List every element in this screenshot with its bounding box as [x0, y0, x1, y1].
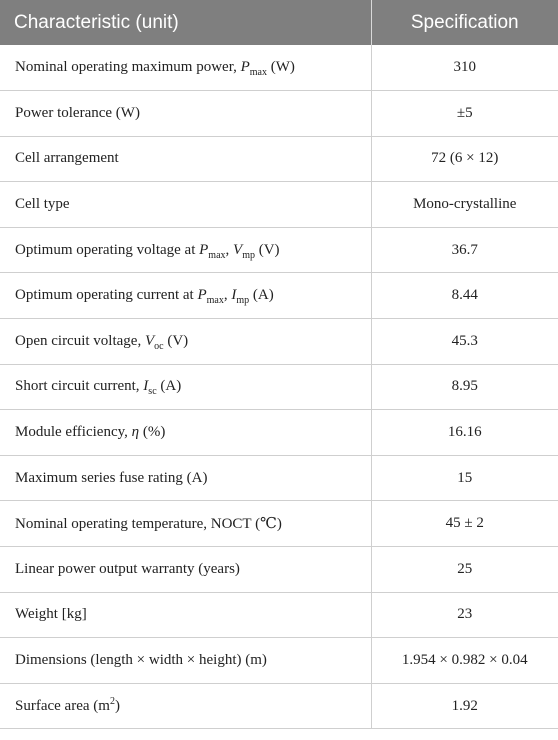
symbol: P [197, 287, 207, 304]
characteristic-cell: Surface area (m2) [0, 683, 372, 730]
characteristic-cell: Weight [kg] [0, 592, 372, 639]
symbol: P [199, 241, 209, 258]
unit-text: ) [114, 697, 120, 714]
specification-cell: 16.16 [371, 409, 558, 456]
symbol: V [144, 332, 155, 349]
superscript: 2 [109, 695, 115, 707]
unit-text: (%) [139, 424, 166, 441]
specification-cell: 8.44 [371, 272, 558, 320]
specification-cell: 1.954 × 0.982 × 0.04 [371, 637, 558, 684]
table-row: Open circuit voltage, Voc (V) 45.3 [0, 318, 558, 365]
specification-cell: 72 (6 × 12) [371, 136, 558, 183]
characteristic-cell: Maximum series fuse rating (A) [0, 455, 372, 502]
characteristic-text: Short circuit current, [15, 378, 144, 395]
table-row: Module efficiency, η (%) 16.16 [0, 409, 558, 456]
specification-cell: 310 [371, 45, 558, 92]
characteristic-text: Module efficiency, [15, 424, 132, 441]
unit-text: (A) [249, 287, 274, 304]
characteristic-cell: Module efficiency, η (%) [0, 409, 372, 456]
unit-text: (W) [267, 59, 295, 76]
specification-cell: 25 [371, 546, 558, 593]
characteristic-cell: Power tolerance (W) [0, 90, 372, 137]
symbol: P [240, 59, 250, 76]
header-specification: Specification [371, 0, 558, 45]
subscript: mp [242, 249, 255, 261]
characteristic-cell: Optimum operating voltage at Pmax, Vmp (… [0, 227, 372, 274]
subscript: max [208, 249, 226, 261]
table-row: Dimensions (length × width × height) (m)… [0, 637, 558, 684]
specification-cell: 45 ± 2 [371, 500, 558, 548]
separator-text: , [223, 287, 232, 304]
specification-cell: 15 [371, 455, 558, 502]
characteristic-text: Open circuit voltage, [15, 332, 145, 349]
characteristic-cell: Cell arrangement [0, 136, 372, 183]
characteristic-text: Optimum operating voltage at [15, 241, 200, 258]
specification-cell: 1.92 [371, 683, 558, 730]
characteristic-cell: Short circuit current, Isc (A) [0, 364, 372, 411]
table-row: Linear power output warranty (years) 25 [0, 546, 558, 593]
table-row: Short circuit current, Isc (A) 8.95 [0, 364, 558, 411]
specification-cell: Mono-crystalline [371, 181, 558, 228]
table-row: Maximum series fuse rating (A) 15 [0, 455, 558, 502]
characteristic-cell: Dimensions (length × width × height) (m) [0, 637, 372, 684]
unit-text: (A) [156, 378, 182, 395]
table-row: Weight [kg] 23 [0, 592, 558, 639]
table-header-row: Characteristic (unit) Specification [0, 0, 558, 45]
characteristic-cell: Nominal operating maximum power, Pmax (W… [0, 45, 372, 92]
symbol: I [231, 287, 237, 304]
characteristic-cell: Optimum operating current at Pmax, Imp (… [0, 272, 372, 320]
symbol: V [233, 241, 243, 258]
table-row: Optimum operating current at Pmax, Imp (… [0, 272, 558, 320]
table-row: Cell type Mono-crystalline [0, 181, 558, 228]
characteristic-text: Surface area (m [15, 697, 110, 714]
table-row: Nominal operating maximum power, Pmax (W… [0, 45, 558, 92]
specification-cell: ±5 [371, 90, 558, 137]
table-row: Power tolerance (W) ±5 [0, 90, 558, 137]
symbol: η [131, 424, 140, 441]
characteristic-cell: Nominal operating temperature, NOCT (℃) [0, 500, 372, 548]
table-row: Cell arrangement 72 (6 × 12) [0, 136, 558, 183]
subscript: mp [236, 295, 250, 307]
unit-text: (V) [163, 332, 189, 349]
table-row: Surface area (m2) 1.92 [0, 683, 558, 730]
subscript: max [249, 67, 267, 79]
unit-text: (V) [254, 241, 280, 258]
characteristic-text: Optimum operating current at [15, 287, 198, 304]
separator-text: , [225, 241, 234, 258]
characteristic-cell: Linear power output warranty (years) [0, 546, 372, 593]
characteristic-cell: Cell type [0, 181, 372, 228]
specification-cell: 36.7 [371, 227, 558, 274]
characteristic-cell: Open circuit voltage, Voc (V) [0, 318, 372, 365]
table-row: Optimum operating voltage at Pmax, Vmp (… [0, 227, 558, 274]
characteristic-text: Nominal operating maximum power, [15, 59, 241, 76]
table-row: Nominal operating temperature, NOCT (℃) … [0, 500, 558, 548]
subscript: oc [154, 340, 164, 352]
specification-cell: 23 [371, 592, 558, 639]
header-characteristic: Characteristic (unit) [0, 0, 372, 45]
subscript: max [206, 295, 224, 307]
subscript: sc [148, 386, 157, 398]
specification-cell: 8.95 [371, 364, 558, 411]
symbol: I [143, 378, 149, 395]
specification-cell: 45.3 [371, 318, 558, 365]
